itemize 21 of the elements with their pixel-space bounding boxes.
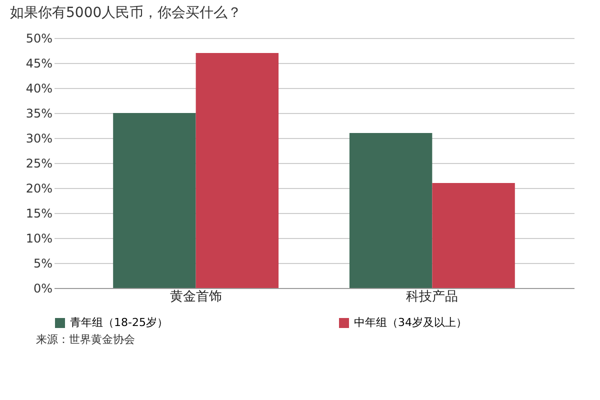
y-tick-label: 30% xyxy=(26,132,52,146)
y-tick-label: 10% xyxy=(26,232,52,246)
legend-label: 中年组（34岁及以上） xyxy=(354,316,467,329)
x-tick-label: 黄金首饰 xyxy=(170,290,222,304)
legend-label: 青年组（18-25岁） xyxy=(70,316,168,329)
y-tick-label: 25% xyxy=(26,156,52,170)
bar xyxy=(349,133,432,288)
bar xyxy=(113,113,196,288)
y-tick-label: 15% xyxy=(26,206,52,220)
chart-title: 如果你有5000人民币，你会买什么？ xyxy=(10,5,242,21)
bar xyxy=(432,183,515,288)
x-tick-label: 科技产品 xyxy=(406,290,458,304)
y-tick-label: 35% xyxy=(26,106,52,120)
y-tick-label: 0% xyxy=(33,282,52,296)
y-tick-label: 40% xyxy=(26,82,52,96)
source-note: 来源：世界黄金协会 xyxy=(36,332,136,347)
y-tick-label: 20% xyxy=(26,182,52,196)
y-tick-label: 45% xyxy=(26,56,52,70)
y-tick-label: 5% xyxy=(33,256,52,270)
y-tick-label: 50% xyxy=(26,32,52,46)
bar xyxy=(196,53,279,288)
